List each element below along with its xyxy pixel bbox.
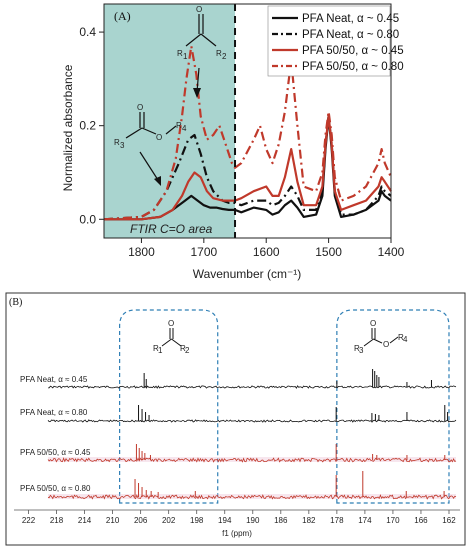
row-label-1: PFA Neat, α ≈ 0.45 [20, 375, 88, 384]
svg-text:O: O [156, 133, 162, 142]
panel-a-label: (A) [114, 9, 131, 23]
b-x-tick-label-16: 162 [442, 516, 456, 525]
svg-text:O: O [370, 319, 376, 328]
panel-a: 1800 1700 1600 1500 1400 0.0 0.2 0.4 (A) FTIR … [61, 3, 405, 281]
x-tick-label-1: 1800 [128, 245, 155, 259]
svg-text:R: R [354, 344, 360, 353]
panel-b-border [5, 292, 466, 546]
b-x-tick-label-4: 210 [106, 516, 120, 525]
series-line-4 [103, 45, 393, 221]
y-tick-label-2: 0.2 [79, 119, 96, 133]
svg-text:4: 4 [403, 335, 408, 344]
ketone-structure-icon: O R 1 R 2 [177, 5, 227, 61]
ester-structure-b-icon: O O R 4 R 3 [354, 319, 408, 355]
panel-a-gridless-plot [103, 45, 393, 221]
spectrum-baseline-1 [48, 385, 457, 389]
svg-text:2: 2 [222, 52, 227, 61]
panel-b-label: (B) [9, 297, 22, 308]
x-tick-label-5: 1400 [378, 245, 405, 259]
legend-label-2: PFA Neat, α ~ 0.80 [302, 29, 399, 41]
baseline-band-3 [48, 457, 456, 462]
x-tick-label-4: 1500 [315, 245, 342, 259]
b-x-tick-label-3: 214 [78, 516, 92, 525]
svg-text:R: R [176, 121, 182, 130]
panel-b: (B) O R 1 R 2 O O R 4 R 3 [5, 292, 466, 546]
baseline-band-4 [48, 494, 456, 499]
panel-a-x-ticks: 1800 1700 1600 1500 1400 [128, 238, 405, 259]
svg-text:O: O [137, 103, 143, 112]
legend-label-3: PFA 50/50, α ~ 0.45 [302, 45, 404, 57]
panel-b-row-labels: PFA Neat, α ≈ 0.45 PFA Neat, α ≈ 0.80 PF… [20, 375, 91, 493]
legend-label-4: PFA 50/50, α ~ 0.80 [302, 61, 404, 73]
panel-a-annotation: FTIR C=O area [130, 222, 213, 236]
svg-text:3: 3 [359, 346, 364, 355]
svg-text:R: R [177, 49, 183, 58]
svg-text:O: O [168, 319, 174, 328]
spectrum-baseline-4 [47, 494, 457, 500]
svg-text:2: 2 [185, 346, 190, 355]
svg-text:R: R [180, 344, 186, 353]
panel-a-y-label: Normalized absorbance [61, 64, 75, 191]
b-x-tick-label-15: 166 [414, 516, 428, 525]
b-x-tick-label-6: 202 [162, 516, 176, 525]
svg-text:R: R [398, 333, 404, 342]
svg-text:R: R [216, 49, 222, 58]
svg-text:1: 1 [183, 52, 188, 61]
b-x-tick-label-9: 190 [246, 516, 260, 525]
svg-text:O: O [196, 5, 202, 14]
legend-label-1: PFA Neat, α ~ 0.45 [302, 13, 399, 25]
panel-a-frame [103, 3, 392, 239]
panel-a-x-label: Wavenumber (cm⁻¹) [193, 267, 302, 281]
b-x-tick-label-13: 174 [358, 516, 372, 525]
series-line-1 [104, 115, 392, 221]
ketone-arrowhead-icon [193, 88, 201, 98]
svg-text:4: 4 [182, 124, 187, 133]
legend-item-1: PFA Neat, α ~ 0.45 [272, 13, 399, 25]
row-label-4: PFA 50/50, α ≈ 0.80 [20, 484, 91, 493]
series-line-3 [104, 115, 392, 221]
panel-b-x-label: f1 (ppm) [222, 529, 252, 538]
b-x-tick-label-10: 186 [274, 516, 288, 525]
legend-item-4: PFA 50/50, α ~ 0.80 [272, 61, 404, 73]
b-x-tick-label-2: 218 [50, 516, 64, 525]
spectrum-baseline-3 [47, 457, 457, 463]
x-tick-label-2: 1700 [190, 245, 217, 259]
b-x-tick-label-5: 206 [134, 516, 148, 525]
x-tick-label-3: 1600 [253, 245, 280, 259]
svg-text:R: R [153, 344, 159, 353]
b-x-tick-label-11: 182 [302, 516, 316, 525]
region-box-2 [336, 309, 450, 504]
panel-b-spectra [47, 369, 457, 500]
ester-arrowhead-icon [154, 176, 161, 186]
b-x-tick-label-14: 170 [386, 516, 400, 525]
svg-text:R: R [114, 138, 120, 147]
panel-a-legend: PFA Neat, α ~ 0.45 PFA Neat, α ~ 0.80 PF… [267, 5, 404, 77]
legend-item-2: PFA Neat, α ~ 0.80 [272, 29, 399, 41]
panel-b-x-ticks: 222 218 214 210 206 202 198 194 190 186 182 178 174 1… [22, 510, 456, 525]
b-x-tick-label-7: 198 [190, 516, 204, 525]
b-x-tick-label-8: 194 [218, 516, 232, 525]
y-tick-label-3: 0.4 [79, 25, 96, 39]
ester-structure-icon: O O R 4 R 3 [114, 103, 187, 150]
panel-b-boxes [119, 309, 450, 504]
svg-text:1: 1 [158, 346, 163, 355]
panel-a-shaded-area [104, 4, 236, 238]
svg-text:O: O [383, 340, 389, 349]
legend-item-3: PFA 50/50, α ~ 0.45 [272, 45, 404, 57]
b-x-tick-label-12: 178 [330, 516, 344, 525]
ester-arrow-icon [139, 151, 159, 181]
spectrum-baseline-2 [47, 419, 457, 423]
svg-text:3: 3 [120, 141, 125, 150]
row-label-2: PFA Neat, α ≈ 0.80 [20, 408, 88, 417]
region-box-1 [119, 309, 219, 504]
row-label-3: PFA 50/50, α ≈ 0.45 [20, 448, 91, 457]
ketone-structure-b-icon: O R 1 R 2 [153, 319, 190, 355]
b-x-tick-label-1: 222 [22, 516, 36, 525]
series-line-2 [103, 115, 392, 221]
y-tick-label-1: 0.0 [79, 212, 96, 226]
panel-a-y-ticks: 0.0 0.2 0.4 [79, 25, 104, 226]
